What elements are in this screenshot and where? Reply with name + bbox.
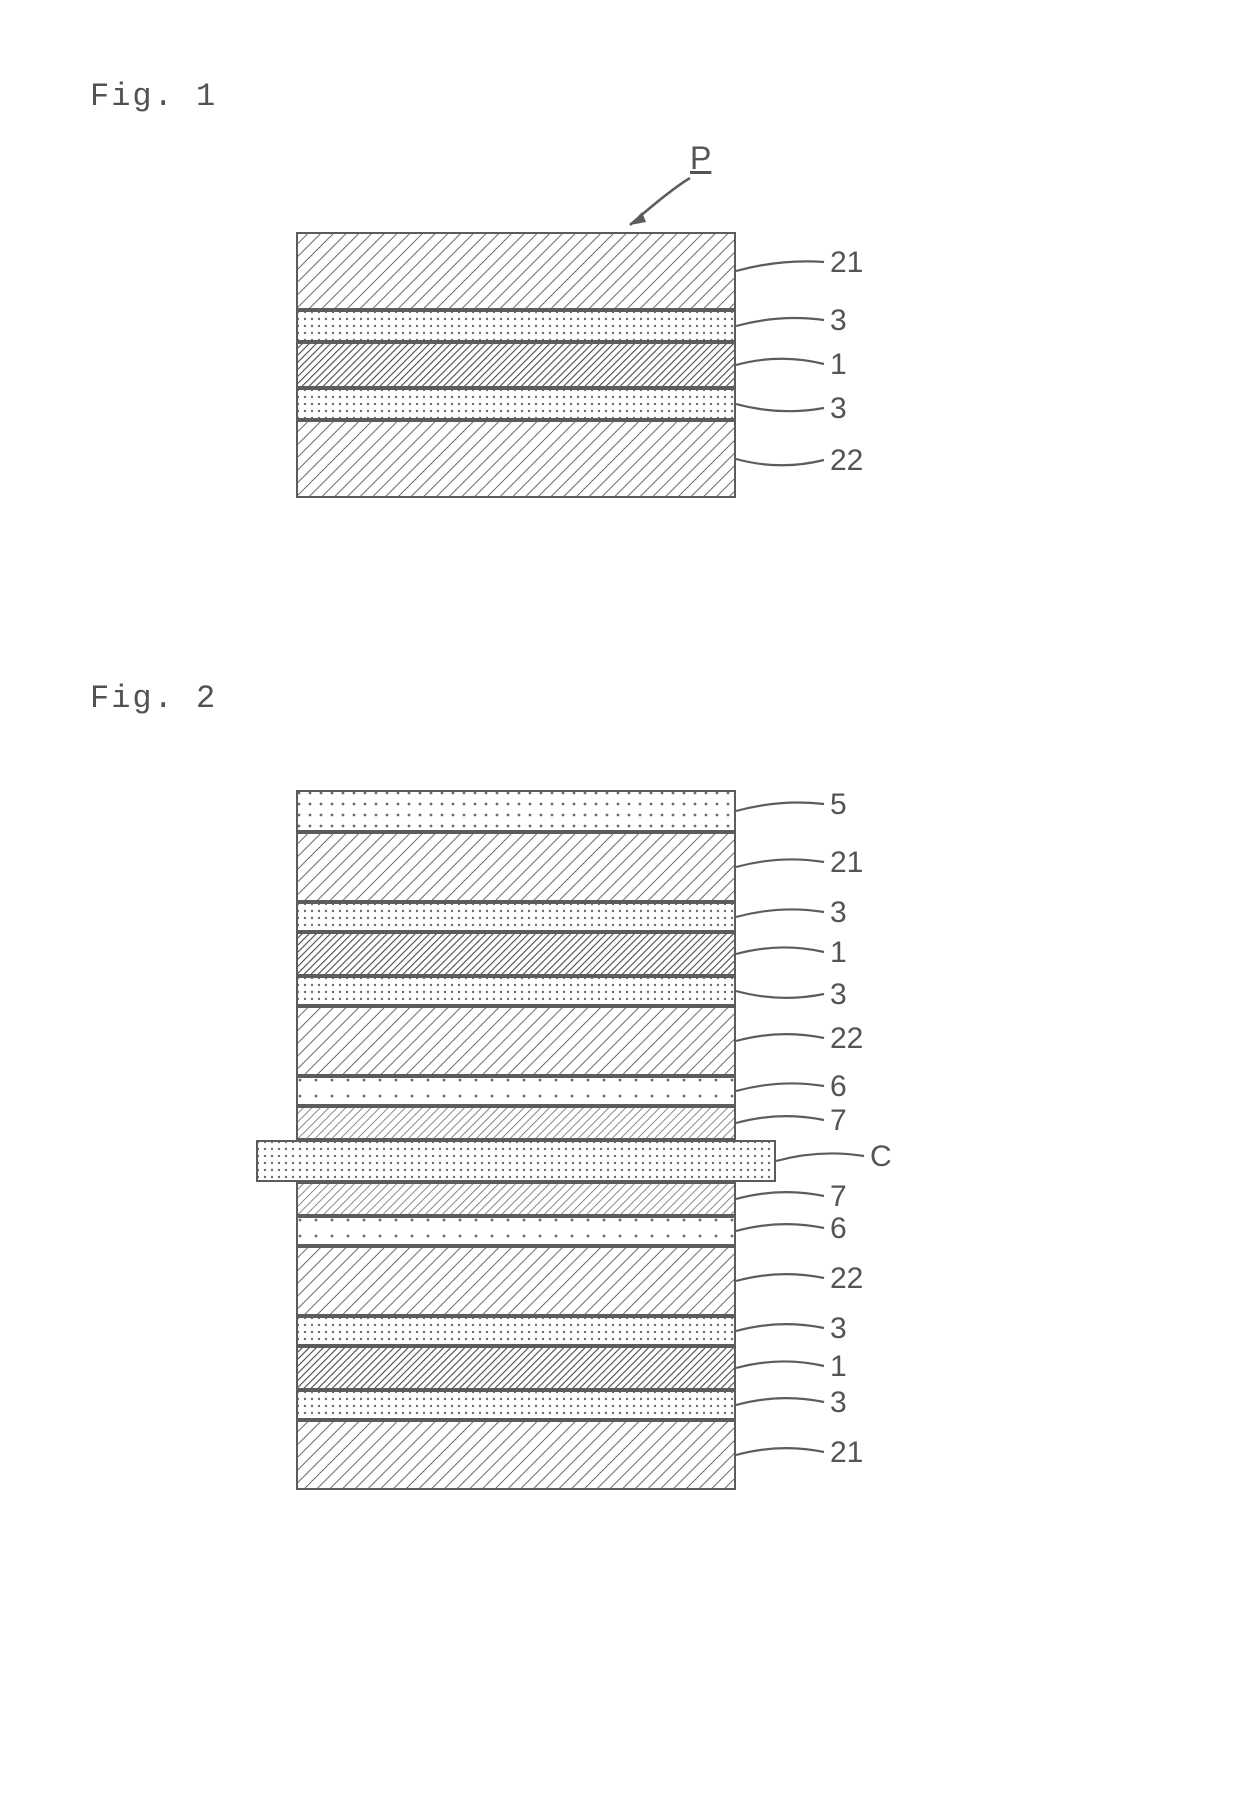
label-3: 3 — [830, 304, 847, 338]
label-6: 6 — [830, 1070, 847, 1104]
layer-1 — [296, 342, 736, 388]
layer-22 — [296, 420, 736, 498]
label-3b: 3 — [830, 978, 847, 1012]
label-C: C — [870, 1140, 892, 1174]
label-3b: 3 — [830, 392, 847, 426]
layer-22b — [296, 1246, 736, 1316]
layer-1b — [296, 1346, 736, 1390]
label-22: 22 — [830, 1022, 863, 1056]
label-7b: 7 — [830, 1180, 847, 1214]
layer-7b — [296, 1182, 736, 1216]
layer-21 — [296, 832, 736, 902]
label-7: 7 — [830, 1104, 847, 1138]
label-6b: 6 — [830, 1212, 847, 1246]
layer-21 — [296, 232, 736, 310]
layer-3b — [296, 388, 736, 420]
layer-21b — [296, 1420, 736, 1490]
layer-22 — [296, 1006, 736, 1076]
layer-3c — [296, 1316, 736, 1346]
layer-1 — [296, 932, 736, 976]
label-22b: 22 — [830, 1262, 863, 1296]
label-3c: 3 — [830, 1312, 847, 1346]
layer-3b — [296, 976, 736, 1006]
label-1: 1 — [830, 936, 847, 970]
label-1: 1 — [830, 348, 847, 382]
layer-3d — [296, 1390, 736, 1420]
layer-6b — [296, 1216, 736, 1246]
label-3: 3 — [830, 896, 847, 930]
layer-C — [256, 1140, 776, 1182]
label-21: 21 — [830, 246, 863, 280]
label-21b: 21 — [830, 1436, 863, 1470]
layer-6 — [296, 1076, 736, 1106]
layer-7 — [296, 1106, 736, 1140]
label-5: 5 — [830, 788, 847, 822]
label-1b: 1 — [830, 1350, 847, 1384]
layer-3 — [296, 902, 736, 932]
label-3d: 3 — [830, 1386, 847, 1420]
layer-3 — [296, 310, 736, 342]
label-22: 22 — [830, 444, 863, 478]
layer-5 — [296, 790, 736, 832]
label-21: 21 — [830, 846, 863, 880]
